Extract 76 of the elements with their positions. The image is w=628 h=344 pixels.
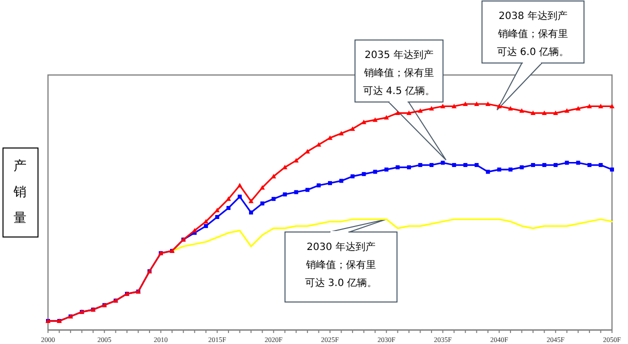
point [542,163,546,168]
point [496,104,502,108]
point [305,188,310,192]
point [531,163,536,168]
text: 2035 年达到产销峰值；保有里可达 4.5 亿辆。 [362,49,436,97]
point [530,110,536,116]
point [249,210,254,214]
point [452,163,456,168]
point [564,108,570,113]
point [373,170,378,174]
point [384,168,388,172]
point [576,160,580,165]
point [440,104,446,108]
point [418,108,423,113]
point [271,174,276,178]
point [192,228,198,233]
point [272,196,276,201]
point [338,130,344,136]
point [204,224,208,228]
point [372,117,378,122]
point [452,104,457,108]
point [214,208,220,212]
annotation: 2030 年达到产销峰值；保有里可达 3.0 亿辆。 [304,241,378,289]
point [406,110,412,116]
point [485,102,490,106]
point [328,181,332,186]
point [462,102,468,106]
point [440,160,445,165]
point [396,165,400,170]
point [576,106,581,111]
point [215,215,220,219]
point [508,106,513,111]
point [474,163,479,168]
point [587,163,592,168]
point [294,158,299,162]
point [260,201,264,206]
point [508,168,512,172]
point [418,163,422,168]
point [350,174,355,178]
point [610,104,614,108]
y-axis-title: 产销量 [12,159,26,226]
point [610,168,614,172]
point [237,182,242,188]
point [316,142,322,147]
point [362,172,366,176]
point [294,190,298,194]
point [430,163,434,168]
point [384,115,389,120]
point [463,163,468,168]
point [598,104,604,108]
point [395,110,400,116]
point [429,106,434,111]
point [519,108,524,113]
point [406,165,411,170]
point [553,110,558,116]
point [520,165,524,170]
point [486,170,490,174]
point [598,163,603,168]
point [350,126,356,131]
point [564,160,569,165]
point [226,196,231,201]
point [339,178,344,183]
text: 2038 年达到产销峰值；保有里可达 6.0 亿辆。 [496,10,570,58]
point [328,135,332,140]
point [361,120,366,124]
point [248,198,254,204]
point [238,194,242,199]
point [542,110,547,116]
point [316,183,321,188]
point [586,104,592,108]
point [226,206,230,210]
point [282,192,287,196]
point [474,102,480,106]
point [260,185,265,190]
point [554,163,558,168]
point [497,168,502,172]
